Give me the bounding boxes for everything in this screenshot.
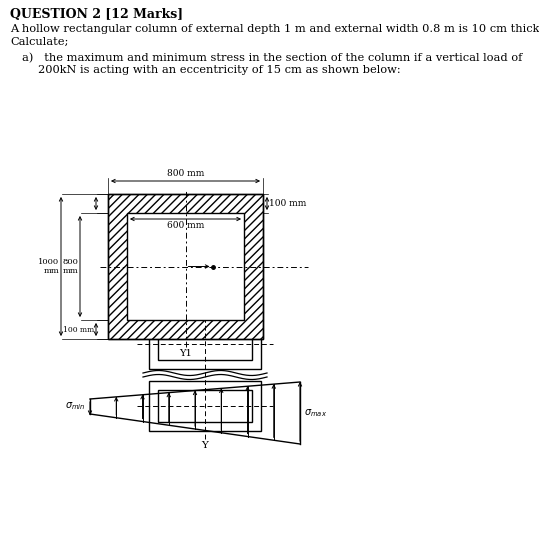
Text: 800
mm: 800 mm bbox=[62, 258, 78, 275]
Text: 100 mm: 100 mm bbox=[269, 199, 306, 208]
Text: 600 mm: 600 mm bbox=[167, 221, 204, 230]
Text: A hollow rectangular column of external depth 1 m and external width 0.8 m is 10: A hollow rectangular column of external … bbox=[10, 24, 539, 34]
Polygon shape bbox=[108, 194, 263, 339]
Text: 800 mm: 800 mm bbox=[167, 169, 204, 178]
Text: 1000
mm: 1000 mm bbox=[38, 258, 59, 275]
Polygon shape bbox=[127, 213, 244, 320]
Text: 200kN is acting with an eccentricity of 15 cm as shown below:: 200kN is acting with an eccentricity of … bbox=[38, 65, 400, 75]
Text: Calculate;: Calculate; bbox=[10, 37, 68, 47]
Text: 100 mm: 100 mm bbox=[63, 326, 94, 334]
Text: a)   the maximum and minimum stress in the section of the column if a vertical l: a) the maximum and minimum stress in the… bbox=[22, 53, 522, 64]
Text: $\sigma_{max}$: $\sigma_{max}$ bbox=[304, 407, 327, 419]
Text: Y1: Y1 bbox=[179, 349, 192, 358]
Text: QUESTION 2 [12 Marks]: QUESTION 2 [12 Marks] bbox=[10, 8, 183, 21]
Text: $\sigma_{min}$: $\sigma_{min}$ bbox=[65, 400, 86, 412]
Text: Y: Y bbox=[202, 441, 209, 450]
